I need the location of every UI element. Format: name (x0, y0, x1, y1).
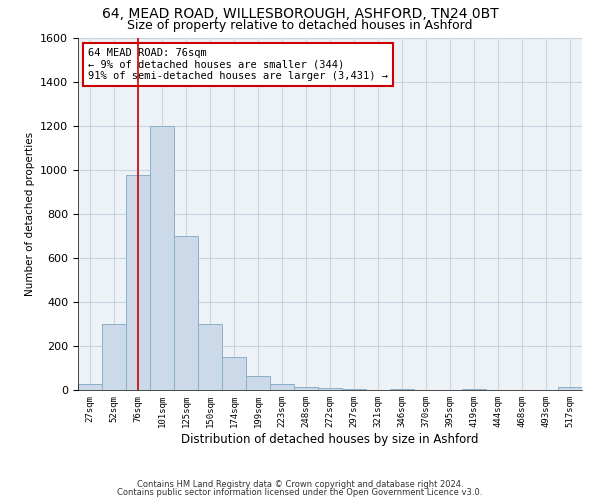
Bar (342, 389, 366, 390)
Bar (102, 324, 126, 390)
Bar (198, 324, 222, 390)
Bar (222, 357, 246, 390)
Bar (390, 389, 414, 390)
Text: Contains HM Land Registry data © Crown copyright and database right 2024.: Contains HM Land Registry data © Crown c… (137, 480, 463, 489)
Bar (462, 389, 486, 390)
Bar (78, 384, 102, 390)
Text: 64, MEAD ROAD, WILLESBOROUGH, ASHFORD, TN24 0BT: 64, MEAD ROAD, WILLESBOROUGH, ASHFORD, T… (101, 8, 499, 22)
Bar (318, 388, 342, 390)
Y-axis label: Number of detached properties: Number of detached properties (25, 132, 35, 296)
Bar (174, 236, 198, 390)
Text: Contains public sector information licensed under the Open Government Licence v3: Contains public sector information licen… (118, 488, 482, 497)
Text: 64 MEAD ROAD: 76sqm
← 9% of detached houses are smaller (344)
91% of semi-detach: 64 MEAD ROAD: 76sqm ← 9% of detached hou… (88, 48, 388, 82)
Bar (558, 386, 582, 390)
Bar (246, 376, 270, 390)
X-axis label: Distribution of detached houses by size in Ashford: Distribution of detached houses by size … (181, 432, 479, 446)
Bar (150, 126, 174, 390)
Bar (126, 175, 150, 390)
Bar (270, 384, 294, 390)
Bar (294, 386, 318, 390)
Text: Size of property relative to detached houses in Ashford: Size of property relative to detached ho… (127, 18, 473, 32)
